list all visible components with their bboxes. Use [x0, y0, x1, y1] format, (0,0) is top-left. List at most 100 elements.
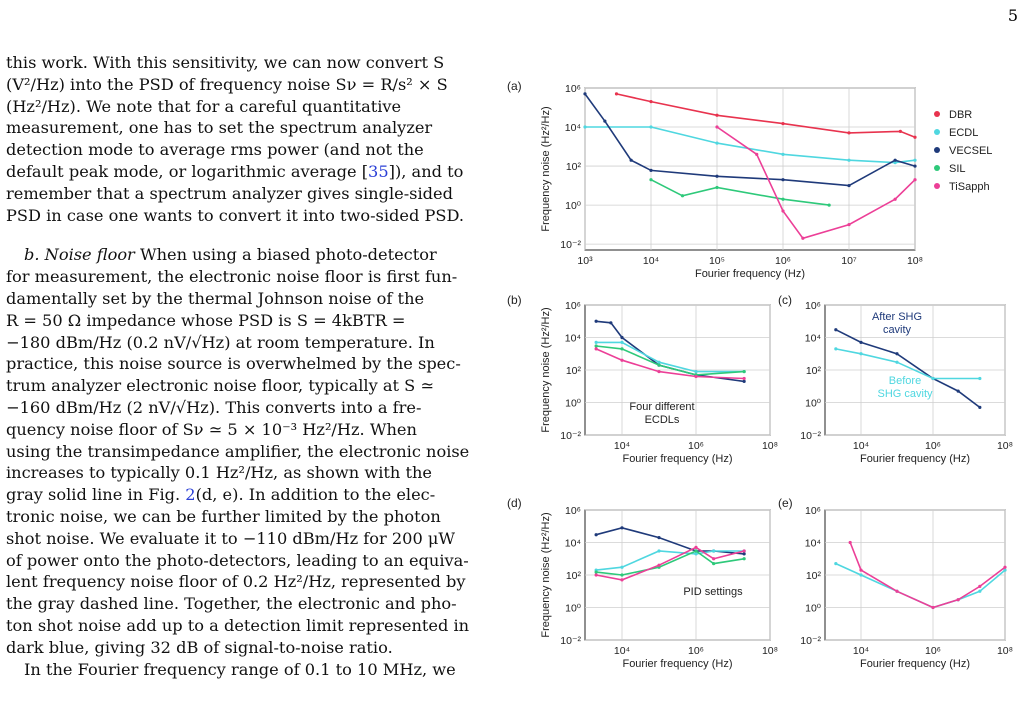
x-axis-label: Fourier frequency (Hz)	[695, 268, 805, 280]
citation-link[interactable]: 35	[368, 161, 389, 181]
body-text-column: this work. With this sensitivity, we can…	[6, 52, 500, 680]
data-point	[657, 549, 661, 553]
annotation-after-shg: cavity	[883, 324, 912, 336]
figure-ref-link[interactable]: 2	[185, 485, 196, 505]
data-point	[657, 536, 661, 540]
data-point	[694, 545, 698, 549]
legend-marker	[934, 183, 940, 189]
data-point	[978, 589, 982, 593]
data-point	[649, 178, 653, 182]
data-point	[847, 183, 851, 188]
x-tick-label: 10⁴	[643, 255, 659, 267]
y-tick-label: 10⁴	[565, 538, 581, 550]
x-tick-label: 10⁴	[853, 645, 869, 657]
data-point	[931, 605, 935, 610]
data-point	[978, 584, 982, 588]
data-point	[913, 158, 917, 162]
data-point	[583, 92, 587, 96]
data-point	[834, 328, 838, 332]
data-point	[956, 598, 960, 602]
data-point	[847, 158, 851, 162]
series-line	[596, 320, 745, 383]
series-line	[584, 93, 916, 187]
data-point	[898, 129, 902, 133]
y-tick-label: 10²	[806, 570, 822, 582]
series-line	[596, 550, 745, 576]
data-point	[603, 119, 607, 123]
data-point	[895, 352, 899, 356]
data-point	[755, 152, 759, 156]
data-point	[715, 174, 719, 178]
data-point	[680, 194, 685, 198]
data-point	[895, 360, 899, 364]
data-point	[742, 369, 746, 374]
y-tick-label: 10⁶	[565, 300, 581, 312]
data-point	[834, 562, 838, 566]
y-tick-label: 10⁴	[565, 333, 581, 345]
y-tick-label: 10²	[806, 365, 822, 377]
y-axis-label: Frequency noise (Hz²/Hz)	[540, 512, 552, 637]
data-point	[694, 549, 698, 553]
data-point	[657, 563, 661, 567]
data-point	[781, 209, 785, 213]
x-axis-label: Fourier frequency (Hz)	[622, 658, 732, 670]
series-line	[596, 550, 745, 571]
x-tick-label: 10⁴	[614, 645, 630, 657]
data-point	[859, 573, 863, 577]
data-point	[620, 340, 624, 344]
x-tick-label: 10⁸	[762, 645, 778, 657]
data-point	[712, 562, 716, 566]
data-point	[694, 552, 698, 556]
section-lead: b. Noise floor	[24, 245, 135, 265]
paragraph-1: this work. With this sensitivity, we can…	[6, 53, 464, 225]
data-point	[781, 152, 785, 156]
data-point	[931, 376, 935, 381]
data-point	[657, 369, 661, 374]
data-point	[609, 321, 613, 325]
page-number: 5	[1007, 6, 1018, 25]
data-point	[742, 379, 746, 383]
data-point	[801, 236, 805, 240]
y-tick-label: 10⁻²	[800, 430, 821, 442]
data-point	[649, 125, 653, 129]
y-tick-label: 10²	[566, 161, 582, 173]
legend-marker	[934, 165, 940, 171]
x-tick-label: 10⁸	[907, 255, 923, 267]
data-point	[594, 570, 598, 574]
y-tick-label: 10⁴	[805, 333, 821, 345]
legend-marker	[934, 111, 940, 117]
data-point	[694, 369, 698, 374]
y-tick-label: 10²	[566, 365, 582, 377]
x-tick-label: 10⁶	[688, 440, 704, 452]
data-point	[859, 568, 863, 572]
series-line	[596, 345, 745, 376]
panel-label: (a)	[507, 80, 522, 93]
data-point	[848, 540, 852, 545]
y-tick-label: 10⁶	[565, 83, 581, 95]
panel-label: (b)	[507, 293, 522, 307]
data-point	[715, 185, 719, 190]
legend-marker	[934, 129, 940, 135]
data-point	[781, 121, 785, 126]
data-point	[978, 376, 982, 381]
x-tick-label: 10⁴	[853, 440, 869, 452]
data-point	[893, 158, 897, 162]
x-axis-label: Fourier frequency (Hz)	[860, 658, 970, 670]
annotation-after-shg: After SHG	[872, 311, 922, 323]
y-tick-label: 10⁰	[565, 398, 582, 410]
annotation-four-ecdls: ECDLs	[645, 414, 680, 426]
annotation-before-shg: SHG cavity	[877, 388, 933, 400]
annotation-pid: PID settings	[683, 586, 743, 598]
data-point	[1003, 568, 1007, 572]
data-point	[781, 178, 785, 182]
data-point	[694, 374, 698, 379]
paragraph-3: In the Fourier frequency range of 0.1 to…	[24, 659, 456, 679]
x-tick-label: 10⁶	[775, 255, 791, 267]
series-line	[835, 328, 981, 409]
series-line	[595, 526, 745, 555]
data-point	[620, 565, 624, 569]
data-point	[913, 135, 917, 139]
data-point	[913, 178, 917, 182]
data-point	[834, 347, 838, 351]
data-point	[620, 526, 624, 530]
